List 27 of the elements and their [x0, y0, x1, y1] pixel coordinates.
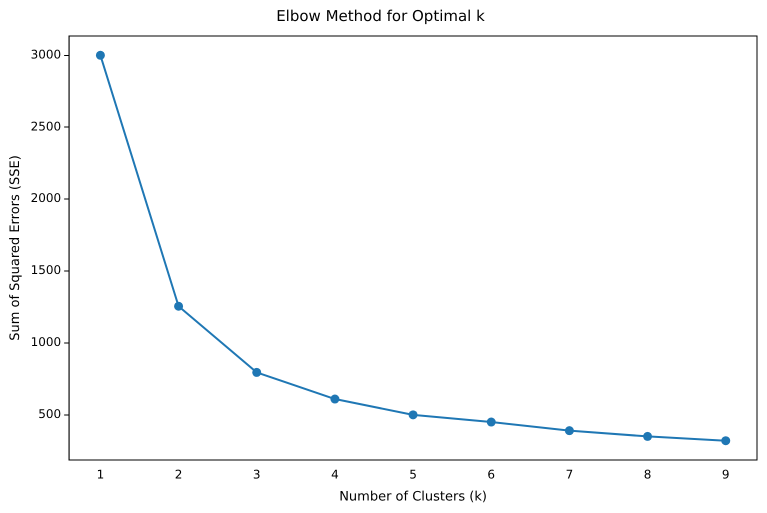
chart-title: Elbow Method for Optimal k	[276, 6, 486, 25]
x-tick-label: 9	[722, 467, 730, 482]
x-tick-label: 8	[644, 467, 652, 482]
point	[96, 50, 105, 60]
point	[564, 426, 574, 436]
x-tick-label: 7	[566, 467, 574, 482]
y-tick-label: 1500	[30, 263, 62, 278]
y-tick-label: 1000	[30, 335, 62, 350]
x-tick-label: 5	[409, 467, 417, 482]
point	[252, 368, 262, 377]
point	[721, 436, 730, 446]
point	[486, 418, 496, 427]
x-tick-label: 2	[174, 467, 182, 482]
point	[408, 410, 418, 420]
x-tick-label: 6	[487, 467, 496, 482]
y-tick-label: 500	[38, 406, 62, 421]
x-tick-label: 3	[252, 467, 261, 482]
y-tick-label: 2000	[30, 191, 62, 206]
point	[330, 394, 340, 404]
y-tick-label: 2500	[30, 119, 62, 134]
x-tick-label: 4	[331, 467, 339, 482]
x-tick-label: 1	[96, 467, 104, 482]
point	[643, 432, 652, 441]
y-tick-label: 3000	[30, 47, 62, 62]
point	[174, 302, 184, 311]
y-axis-title: Sum of Squared Errors (SSE)	[8, 155, 24, 341]
x-axis-title: Number of Clusters (k)	[339, 490, 487, 505]
